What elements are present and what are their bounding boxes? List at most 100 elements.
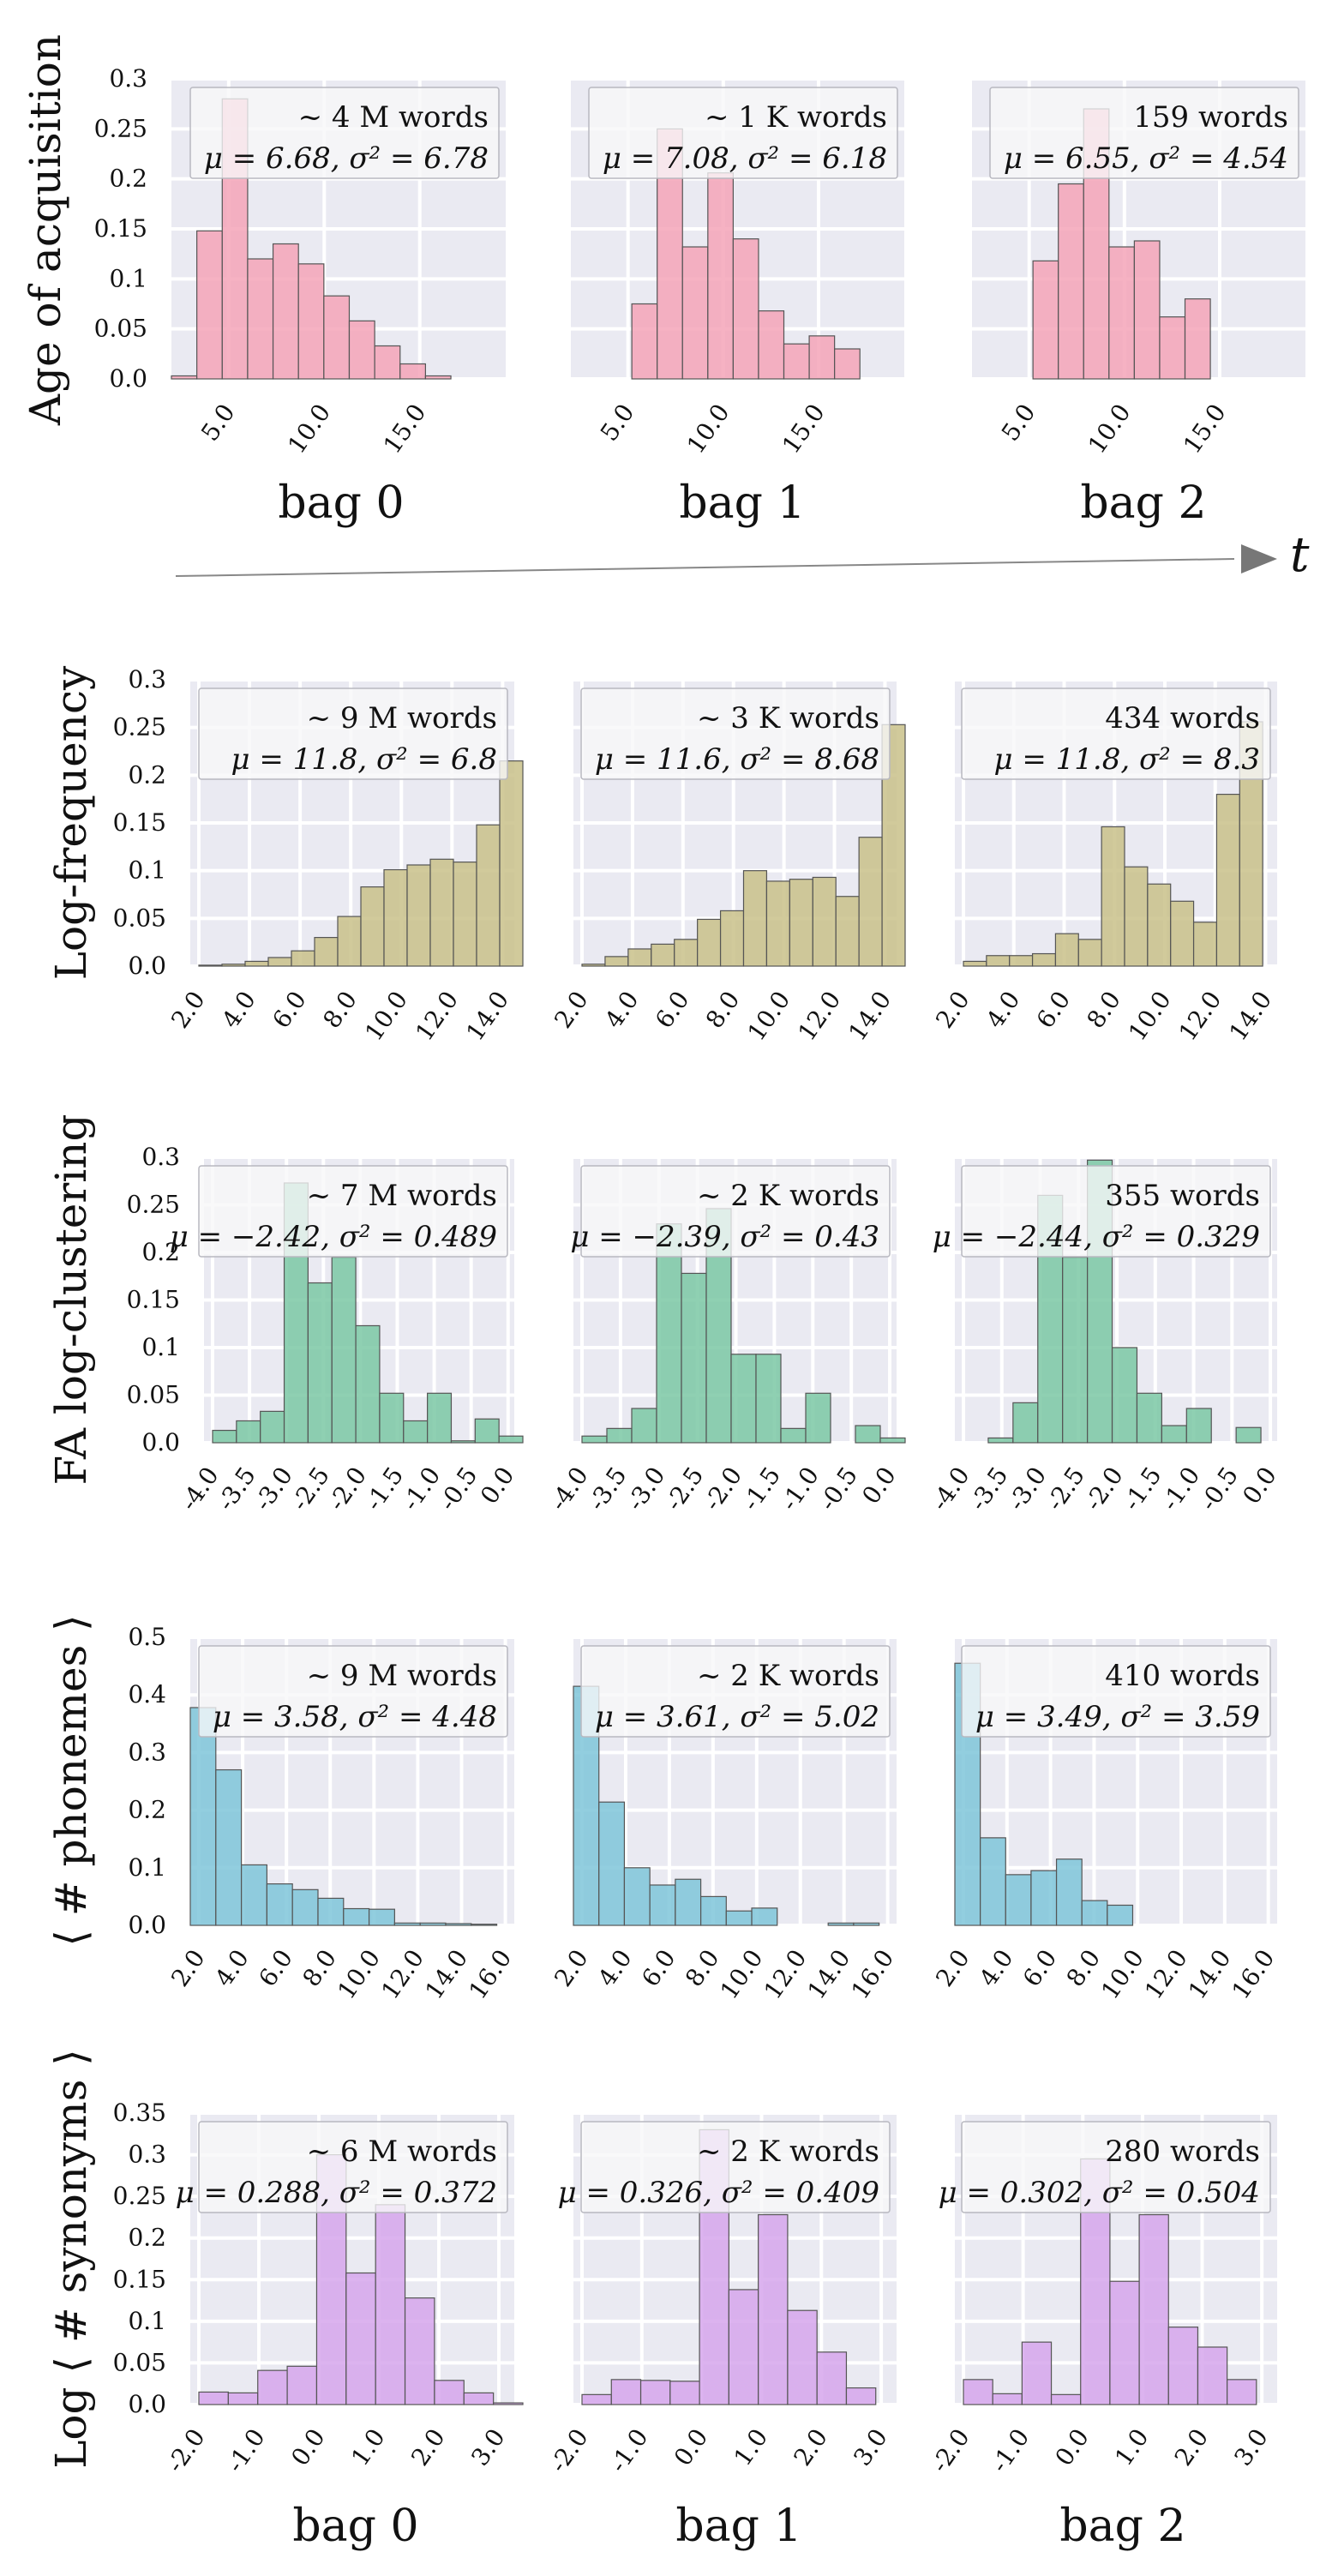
histogram-bar <box>780 1427 807 1444</box>
histogram-bar <box>1077 939 1102 967</box>
y-tick-label: 0.3 <box>128 2141 166 2169</box>
x-tick-label: 1.0 <box>345 2423 391 2471</box>
histogram-bar <box>651 943 675 967</box>
histogram-bar <box>498 1435 524 1444</box>
histogram-bar <box>355 1324 381 1444</box>
x-tick-label: -2.0 <box>322 1462 372 1516</box>
x-tick-label: 10.0 <box>359 986 413 1046</box>
x-tick-label: 10.0 <box>1095 1944 1149 2004</box>
histogram-bar <box>1167 2327 1199 2405</box>
x-tick-label: -4.0 <box>544 1462 594 1516</box>
x-tick-label: 0.0 <box>475 1462 520 1509</box>
x-tick-label: 10.0 <box>742 986 796 1046</box>
histogram-bar <box>1055 1858 1083 1926</box>
histogram-panel: -4.0-3.5-3.0-2.5-2.0-1.5-1.0-0.50.0 ~ 2 K… <box>544 1156 906 1516</box>
histogram-bar <box>375 2204 406 2405</box>
histogram-bar <box>987 1437 1014 1444</box>
histogram-panel: -4.0-3.5-3.0-2.5-2.0-1.5-1.0-0.50.0 355 w… <box>926 1156 1282 1516</box>
histogram-bar <box>1136 1392 1162 1444</box>
x-tick-label: 2.0 <box>788 2423 833 2471</box>
histogram-bar <box>1109 2280 1140 2405</box>
histogram-bar <box>221 964 246 967</box>
annotation-box <box>961 1645 1271 1738</box>
x-tick-label: 10.0 <box>715 1944 769 2004</box>
histogram-bar <box>963 2379 993 2405</box>
x-tick-label: 6.0 <box>1017 1944 1063 1991</box>
histogram-bar <box>681 1272 707 1444</box>
histogram-bar <box>1138 2213 1169 2405</box>
histogram-bar <box>581 1435 608 1444</box>
histogram-bar <box>725 1910 753 1926</box>
histogram-bar <box>244 960 269 967</box>
y-tick-label: 0.05 <box>113 2348 166 2376</box>
y-tick-label: 0.3 <box>109 64 147 93</box>
x-tick-label: 0.0 <box>1237 1462 1282 1509</box>
row-ylabel: Age of acquisition <box>21 34 70 426</box>
histogram-bar <box>808 335 836 380</box>
y-tick-label: 0.05 <box>113 904 166 932</box>
y-tick-label: 0.1 <box>141 1333 180 1361</box>
x-tick-label: 12.0 <box>792 986 846 1046</box>
x-tick-label: -1.0 <box>221 2423 271 2477</box>
x-tick-label: 6.0 <box>253 1944 298 1991</box>
annotation-box <box>989 87 1299 179</box>
x-tick-label: 12.0 <box>375 1944 429 2004</box>
annotation-box <box>961 688 1271 780</box>
histogram-bar <box>406 864 431 967</box>
y-tick-label: 0.0 <box>141 1428 180 1456</box>
histogram-bar <box>1124 866 1149 967</box>
annotation-title: ~ 1 K words <box>705 100 887 135</box>
annotation-title: 410 words <box>1105 1659 1260 1693</box>
y-tick-label: 0.15 <box>127 1286 180 1314</box>
histogram-bar <box>742 870 768 967</box>
histogram-bar <box>674 939 699 967</box>
x-tick-label: 14.0 <box>1183 1944 1237 2004</box>
annotation-title: ~ 9 M words <box>307 1659 497 1693</box>
histogram-bar <box>1107 1904 1134 1926</box>
histogram-bar <box>1215 793 1240 967</box>
histogram-bar <box>858 837 883 967</box>
x-tick-label: -3.5 <box>212 1462 261 1516</box>
annotation-stats: μ = 6.55, σ² = 4.54 <box>1004 141 1288 176</box>
histogram-panel: 2.0 4.0 6.0 8.010.012.014.0 0.0 0.05 0.1 0.15 0.… <box>113 665 524 1046</box>
histogram-bar <box>719 910 745 967</box>
x-tick-label: 4.0 <box>209 1944 255 1991</box>
histogram-bar <box>212 1429 237 1444</box>
x-tick-label: 0.0 <box>856 1462 902 1509</box>
histogram-bar <box>1185 1408 1212 1444</box>
x-tick-label: -1.0 <box>775 1462 825 1516</box>
annotation-stats: μ = 3.58, σ² = 4.48 <box>213 1700 497 1734</box>
histogram-bar <box>419 1922 447 1926</box>
histogram-bar <box>323 295 351 380</box>
bag-label-top-0: bag 0 <box>278 477 404 529</box>
annotation-stats: μ = 6.68, σ² = 6.78 <box>204 141 489 176</box>
x-tick-label: 12.0 <box>1139 1944 1193 2004</box>
x-tick-label: 4.0 <box>592 1944 638 1991</box>
x-tick-label: -2.0 <box>161 2423 211 2477</box>
histogram-bar <box>1170 900 1195 967</box>
histogram-bar <box>980 1837 1006 1926</box>
x-tick-label: 16.0 <box>846 1944 900 2004</box>
y-tick-label: 0.15 <box>113 808 166 837</box>
histogram-bar <box>755 1354 782 1444</box>
x-tick-label: 15.0 <box>777 399 831 459</box>
bag-label-bottom-0: bag 0 <box>292 2501 418 2552</box>
annotation-title: ~ 9 M words <box>307 701 497 736</box>
x-tick-label: 12.0 <box>1173 986 1227 1046</box>
histogram-bar <box>236 1420 261 1444</box>
annotation-box <box>189 87 500 179</box>
histogram-row: Age of acquisition 5.0 10.0 15.0 0.0 0.05 0.1 0… <box>21 34 1305 459</box>
annotation-title: 434 words <box>1105 701 1260 736</box>
histogram-bar <box>623 1867 651 1926</box>
histogram-panel: 5.0 10.0 15.0 ~ 1 K words μ = 7.08, σ² = 6.1… <box>571 77 904 459</box>
histogram-bar <box>240 1864 267 1926</box>
histogram-bar <box>758 310 785 380</box>
annotation-box <box>580 688 891 780</box>
x-tick-label: -2.0 <box>926 2423 975 2477</box>
time-label: t <box>1290 527 1310 583</box>
y-tick-label: 0.2 <box>141 1238 180 1266</box>
x-tick-label: 2.0 <box>165 1944 211 1991</box>
y-tick-label: 0.4 <box>128 1680 166 1708</box>
x-tick-label: -0.5 <box>813 1462 863 1516</box>
